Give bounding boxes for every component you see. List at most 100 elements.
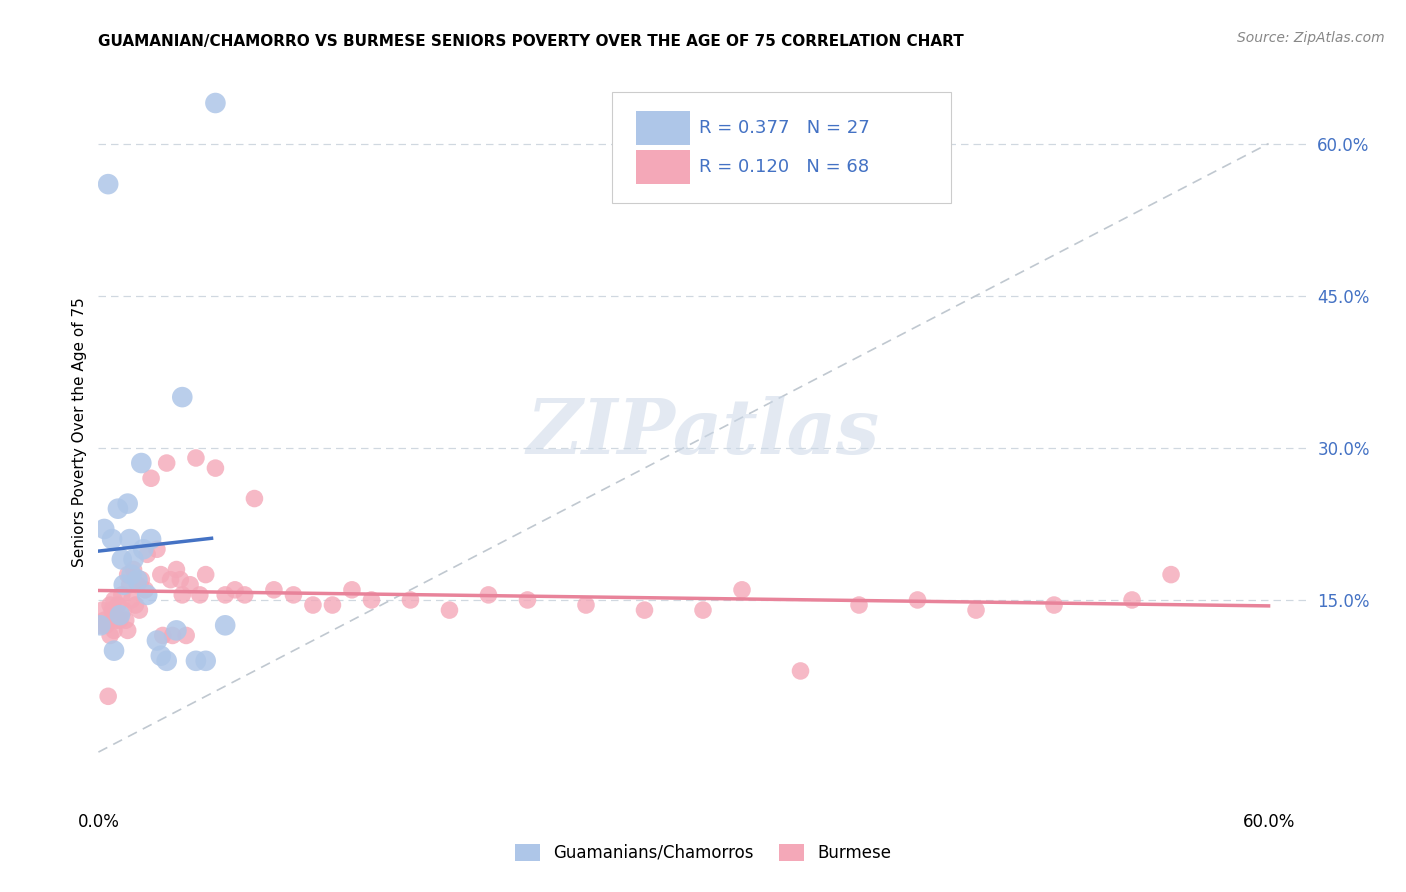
Point [224, 582, 246, 597]
FancyBboxPatch shape [637, 112, 690, 145]
Point [516, 593, 538, 607]
Point [114, 613, 136, 627]
Point [97, 690, 120, 704]
Point [112, 578, 135, 592]
Point [117, 497, 139, 511]
Point [128, 603, 150, 617]
Point [118, 578, 141, 592]
Point [146, 542, 169, 557]
Point [117, 624, 139, 638]
Point [139, 532, 162, 546]
Point [127, 573, 149, 587]
Point [184, 654, 207, 668]
Point [477, 588, 499, 602]
Point [108, 613, 131, 627]
Point [156, 654, 179, 668]
Point [169, 573, 191, 587]
Point [131, 456, 153, 470]
Point [1043, 598, 1066, 612]
Point [117, 567, 139, 582]
Y-axis label: Seniors Poverty Over the Age of 75: Seniors Poverty Over the Age of 75 [72, 298, 87, 567]
Point [575, 598, 598, 612]
Point [174, 628, 197, 642]
Point [399, 593, 422, 607]
Text: R = 0.120   N = 68: R = 0.120 N = 68 [699, 158, 869, 176]
Point [360, 593, 382, 607]
Point [103, 643, 125, 657]
Point [156, 456, 179, 470]
Point [122, 552, 145, 566]
Point [162, 628, 184, 642]
Point [204, 461, 226, 475]
Point [194, 567, 217, 582]
Point [907, 593, 929, 607]
Point [112, 603, 135, 617]
Point [134, 582, 156, 597]
Point [204, 95, 226, 110]
Text: GUAMANIAN/CHAMORRO VS BURMESE SENIORS POVERTY OVER THE AGE OF 75 CORRELATION CHA: GUAMANIAN/CHAMORRO VS BURMESE SENIORS PO… [98, 34, 965, 49]
Point [96, 618, 118, 632]
Point [965, 603, 987, 617]
Legend: Guamanians/Chamorros, Burmese: Guamanians/Chamorros, Burmese [508, 837, 898, 869]
Point [165, 562, 187, 576]
Point [1160, 567, 1182, 582]
Point [172, 588, 194, 602]
Point [146, 633, 169, 648]
Point [101, 532, 124, 546]
Text: R = 0.377   N = 27: R = 0.377 N = 27 [699, 120, 870, 137]
Point [194, 654, 217, 668]
Point [283, 588, 305, 602]
Point [104, 613, 127, 627]
Point [179, 578, 201, 592]
Point [149, 567, 172, 582]
Point [136, 588, 159, 602]
Point [89, 618, 111, 632]
Point [136, 547, 159, 561]
Point [233, 588, 256, 602]
Point [93, 522, 115, 536]
Point [789, 664, 811, 678]
Point [107, 598, 129, 612]
Point [89, 618, 111, 632]
Point [91, 603, 114, 617]
Point [302, 598, 325, 612]
Point [121, 593, 143, 607]
Point [132, 542, 155, 557]
Point [731, 582, 754, 597]
Point [159, 573, 181, 587]
Point [149, 648, 172, 663]
Point [101, 603, 124, 617]
Text: Source: ZipAtlas.com: Source: ZipAtlas.com [1237, 31, 1385, 45]
Point [439, 603, 461, 617]
FancyBboxPatch shape [613, 92, 950, 203]
Point [340, 582, 363, 597]
Point [111, 552, 134, 566]
Point [848, 598, 870, 612]
Point [139, 471, 162, 485]
Point [124, 598, 146, 612]
Point [321, 598, 343, 612]
Point [633, 603, 655, 617]
Point [98, 628, 121, 642]
Text: ZIPatlas: ZIPatlas [526, 396, 880, 469]
Point [93, 613, 115, 627]
Point [263, 582, 285, 597]
Point [214, 618, 236, 632]
Point [107, 501, 129, 516]
Point [103, 593, 125, 607]
Point [121, 567, 143, 582]
Point [152, 628, 174, 642]
Point [127, 578, 149, 592]
Point [108, 608, 131, 623]
Point [98, 598, 121, 612]
Point [165, 624, 187, 638]
Point [97, 177, 120, 191]
Point [184, 450, 207, 465]
Point [214, 588, 236, 602]
Point [103, 624, 125, 638]
Point [122, 562, 145, 576]
Point [172, 390, 194, 404]
Point [111, 588, 134, 602]
Point [692, 603, 714, 617]
Point [188, 588, 211, 602]
